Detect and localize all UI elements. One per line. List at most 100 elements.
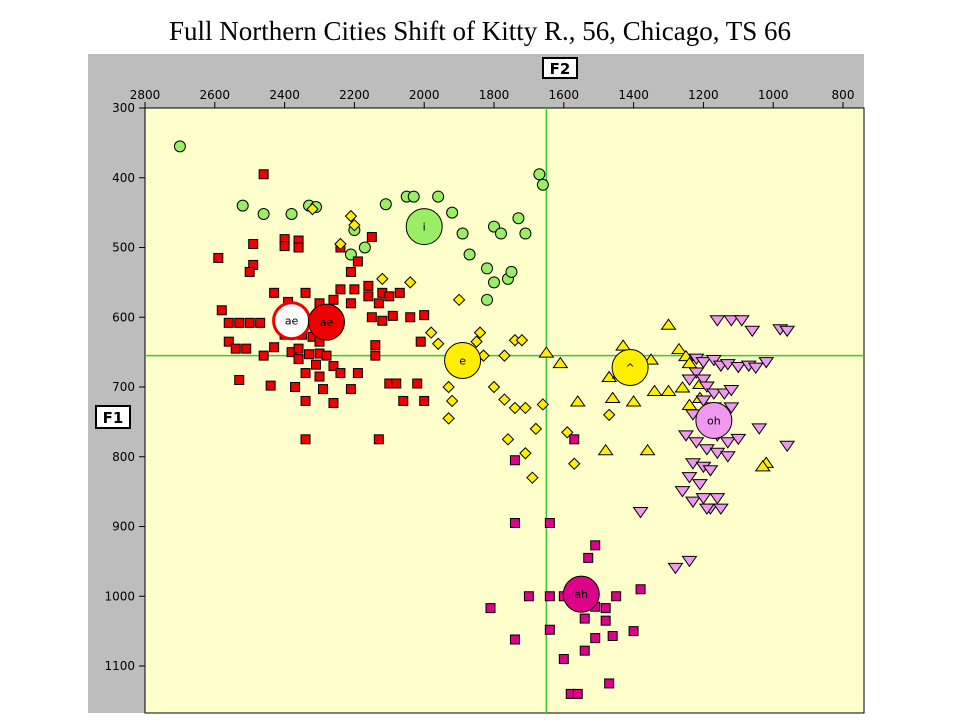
point-ah — [607, 631, 618, 642]
point-ae — [279, 241, 290, 252]
point-e — [431, 337, 445, 350]
point-ae — [335, 368, 346, 379]
point-caret — [671, 342, 687, 355]
point-i — [446, 206, 459, 219]
point-ae — [328, 294, 339, 305]
point-caret — [615, 339, 632, 351]
point-i — [463, 248, 476, 261]
x-tick-label: 2600 — [200, 88, 231, 102]
point-oh — [719, 451, 736, 463]
y-tick-label: 700 — [112, 380, 135, 394]
point-ae — [265, 380, 276, 391]
point-caret — [625, 395, 642, 407]
point-e — [498, 349, 511, 362]
point-e — [424, 326, 438, 339]
point-oh — [698, 444, 715, 456]
point-i — [533, 168, 546, 181]
y-tick-label: 400 — [112, 171, 135, 185]
point-oh — [723, 384, 740, 397]
point-ah — [509, 634, 520, 645]
point-i — [536, 178, 549, 191]
point-ae — [415, 336, 426, 347]
point-ae — [241, 343, 252, 354]
series-ah-mean — [562, 575, 600, 613]
point-oh — [709, 315, 726, 327]
x-tick-label: 2400 — [269, 88, 300, 102]
point-ah — [579, 613, 590, 624]
point-ah — [600, 615, 611, 626]
point-ah — [628, 626, 639, 637]
chart-title: Full Northern Cities Shift of Kitty R., … — [168, 16, 791, 46]
point-e — [519, 447, 532, 460]
point-ae — [300, 395, 311, 406]
point-e — [376, 272, 389, 286]
point-i — [173, 140, 186, 153]
y-axis-label: F1 — [103, 409, 124, 427]
point-ah — [604, 678, 615, 689]
point-ah — [544, 624, 555, 635]
y-tick-label: 600 — [112, 310, 135, 324]
point-oh — [698, 381, 715, 393]
point-oh — [674, 486, 691, 498]
point-e — [526, 471, 539, 484]
point-caret — [597, 443, 614, 456]
point-ah — [509, 455, 520, 466]
point-ae — [321, 350, 332, 361]
x-tick-label: 2200 — [339, 88, 370, 102]
point-i — [494, 227, 507, 240]
point-oh — [688, 367, 705, 379]
point-ah — [572, 688, 583, 699]
point-oh — [632, 507, 649, 519]
point-oh — [691, 479, 708, 491]
point-i — [432, 190, 445, 203]
x-tick-label: 1000 — [758, 88, 789, 102]
point-ah — [523, 591, 534, 602]
point-oh — [695, 395, 712, 407]
point-i — [481, 293, 494, 306]
x-axis-label-box — [542, 57, 578, 79]
point-ae — [377, 315, 388, 326]
x-axis-label: F2 — [550, 60, 571, 78]
point-ae — [314, 371, 325, 382]
point-e — [344, 209, 358, 223]
point-oh — [730, 433, 747, 446]
point-oh — [705, 388, 722, 400]
x-tick-label: 1200 — [688, 88, 719, 102]
point-ae — [300, 287, 311, 298]
point-ae — [419, 310, 430, 321]
point-oh — [779, 325, 796, 338]
y-tick-label: 1000 — [104, 589, 135, 603]
y-tick-label: 300 — [112, 101, 135, 115]
point-ae — [412, 378, 423, 389]
point-ae — [258, 350, 269, 361]
point-oh — [695, 357, 712, 369]
series-ae-alt-mean-label: ae — [285, 315, 299, 328]
point-ae — [366, 232, 377, 243]
point-i — [481, 262, 494, 275]
point-oh — [695, 493, 712, 505]
point-ae — [234, 375, 245, 386]
point-ae — [370, 350, 381, 361]
point-ae — [352, 256, 363, 267]
point-oh — [667, 562, 684, 575]
point-e — [442, 412, 455, 425]
point-oh — [747, 362, 764, 375]
point-i — [456, 227, 469, 240]
point-e — [487, 380, 501, 394]
point-ae — [345, 266, 356, 277]
point-e — [519, 401, 532, 415]
point-ae — [398, 395, 409, 406]
point-caret — [674, 381, 691, 393]
point-oh — [684, 458, 701, 470]
point-ae — [300, 368, 311, 379]
point-ae — [234, 317, 245, 328]
point-oh — [758, 357, 775, 369]
point-oh — [730, 361, 747, 374]
point-ae — [363, 280, 374, 291]
plot-area — [144, 107, 865, 714]
point-ah — [590, 633, 601, 644]
point-ah — [485, 603, 496, 614]
point-i — [257, 208, 270, 221]
point-caret — [552, 356, 569, 369]
